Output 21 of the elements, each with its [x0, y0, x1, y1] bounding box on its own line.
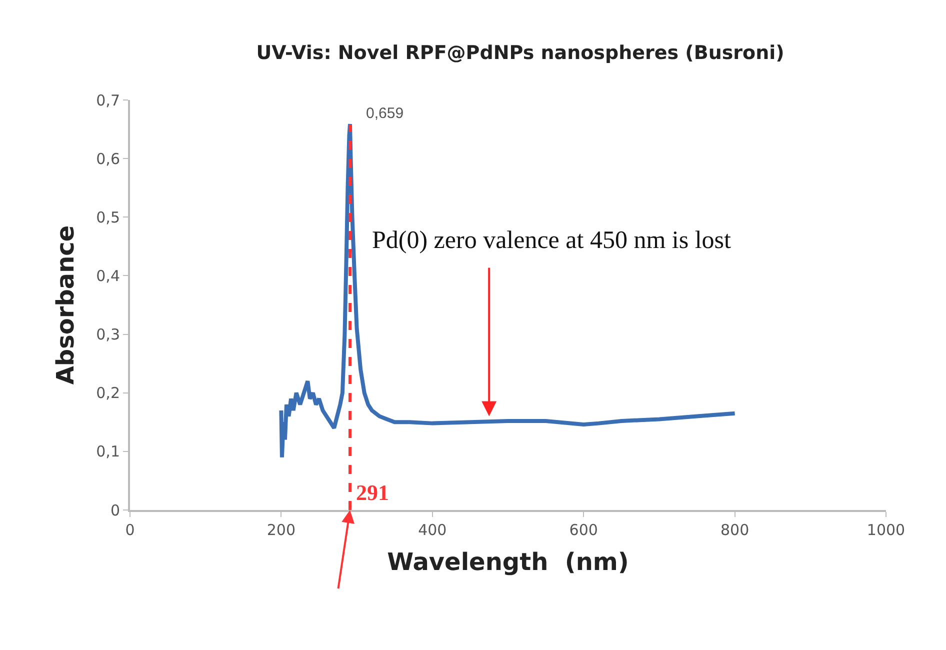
- y-tick-label: 0,1: [96, 442, 120, 461]
- x-axis-title: Wavelength (nm): [387, 548, 629, 576]
- x-tick-label: 400: [418, 521, 447, 539]
- x-tick-label: 1000: [866, 521, 906, 539]
- y-tick-label: 0: [110, 501, 120, 520]
- ref-line-label: 291: [356, 480, 389, 505]
- chart-title: UV-Vis: Novel RPF@PdNPs nanospheres (Busroni): [256, 42, 784, 64]
- x-tick-label: 600: [569, 521, 598, 539]
- line-series: [279, 122, 737, 460]
- y-axis-title: Absorbance: [52, 225, 80, 385]
- annotation: 0,659: [366, 105, 404, 122]
- x-tick-label: 200: [266, 521, 296, 539]
- y-tick-label: 0,5: [96, 208, 120, 226]
- y-tick-label: 0,6: [96, 150, 120, 168]
- x-tick-label: 0: [125, 521, 135, 539]
- y-tick-label: 0,7: [96, 91, 120, 110]
- y-tick-label: 0,4: [96, 266, 120, 285]
- y-tick-label: 0,3: [96, 326, 120, 344]
- annotation: Pd(0) zero valence at 450 nm is lost: [372, 227, 731, 254]
- x-tick-label: 800: [720, 521, 750, 539]
- y-tick-label: 0,2: [96, 384, 120, 402]
